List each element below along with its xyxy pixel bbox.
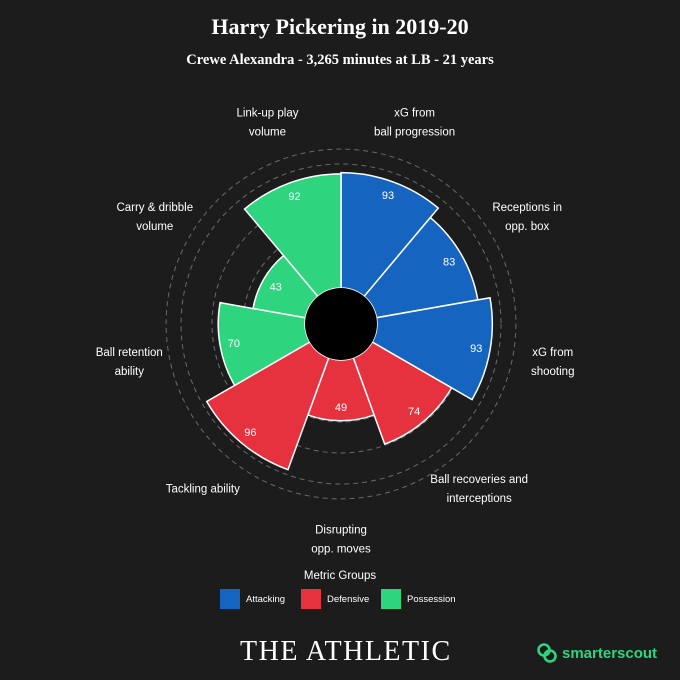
value-label-tackling-ability: 96 <box>244 427 256 439</box>
value-label-receptions-in-opp-box: 83 <box>443 257 455 269</box>
value-label-xg-from-shooting: 93 <box>470 343 482 355</box>
category-label-line: opp. moves <box>311 544 371 556</box>
value-labels: 93 83 93 74 49 96 70 43 92 <box>223 186 487 441</box>
wedges <box>205 171 494 471</box>
value-badge-bg <box>466 339 487 356</box>
grid-ring <box>165 148 517 500</box>
value-badge-xg-from-ball-progression: 93 <box>377 186 398 203</box>
legend-swatch-possession <box>381 589 401 609</box>
value-badge-bg <box>331 398 351 415</box>
category-label-line: interceptions <box>447 493 512 505</box>
legend-label-attacking: Attacking <box>246 593 286 605</box>
category-label-ball-recoveries-and-interceptions: Ball recoveries and interceptions <box>430 474 528 505</box>
category-label-line: Ball retention <box>96 347 163 359</box>
value-badge-receptions-in-opp-box: 83 <box>439 253 460 270</box>
the-athletic-logo: THE ATHLETIC <box>240 636 452 667</box>
value-badge-bg <box>240 424 261 441</box>
value-badge-carry-dribble-volume: 43 <box>265 278 286 295</box>
category-label-line: Disrupting <box>315 525 367 537</box>
category-label-xg-from-shooting: xG from shooting <box>531 347 574 378</box>
legend-label-defensive: Defensive <box>327 593 370 605</box>
legend-swatch-attacking <box>220 589 240 609</box>
category-label-line: Link-up play <box>236 107 298 119</box>
value-label-ball-retention-ability: 70 <box>228 338 240 350</box>
value-badge-bg <box>404 403 425 420</box>
smarterscout-icon <box>537 643 557 663</box>
value-badge-disrupting-opp-moves: 49 <box>331 398 351 415</box>
value-label-disrupting-opp-moves: 49 <box>335 402 347 414</box>
category-labels: xG from ball progression Receptions in opp.… <box>96 107 575 555</box>
legend-item-attacking: Attacking <box>220 588 285 610</box>
value-label-carry-dribble-volume: 43 <box>270 281 282 293</box>
category-label-line: Carry & dribble <box>116 202 193 214</box>
value-label-link-up-play-volume: 92 <box>288 191 300 203</box>
category-label-link-up-play-volume: Link-up play volume <box>236 107 298 138</box>
category-label-line: volume <box>249 126 286 138</box>
value-badge-ball-retention-ability: 70 <box>223 334 244 351</box>
category-label-receptions-in-opp-box: Receptions in opp. box <box>492 202 562 233</box>
chart-title: Harry Pickering in 2019-20 <box>211 14 469 39</box>
category-label-line: Tackling ability <box>166 484 240 496</box>
legend-item-possession: Possession <box>381 588 456 610</box>
category-label-carry-dribble-volume: Carry & dribble volume <box>116 202 193 233</box>
legend-title: Metric Groups <box>303 570 377 582</box>
category-label-line: ability <box>115 366 145 378</box>
value-badge-bg <box>223 334 244 351</box>
value-badge-ball-recoveries-and-interceptions: 74 <box>404 403 425 420</box>
category-label-tackling-ability: Tackling ability <box>166 484 240 496</box>
value-label-xg-from-ball-progression: 93 <box>382 190 394 202</box>
category-label-line: xG from <box>532 347 573 359</box>
value-badge-bg <box>284 188 305 205</box>
value-badge-bg <box>439 253 460 270</box>
value-badge-tackling-ability: 96 <box>240 424 261 441</box>
smarterscout-logo: smarterscout <box>536 640 657 666</box>
grid-ring <box>180 163 502 485</box>
value-badge-xg-from-shooting: 93 <box>466 339 487 356</box>
category-label-line: Ball recoveries and <box>430 474 528 486</box>
center-hole <box>305 288 377 360</box>
value-badge-link-up-play-volume: 92 <box>284 188 305 205</box>
category-label-line: shooting <box>531 366 574 378</box>
value-badge-bg <box>377 186 398 203</box>
legend-item-defensive: Defensive <box>301 588 369 610</box>
chart-subtitle: Crewe Alexandra - 3,265 minutes at LB - … <box>186 52 494 68</box>
legend-swatch-defensive <box>301 589 321 609</box>
legend-label-possession: Possession <box>407 593 456 605</box>
category-label-line: opp. box <box>505 221 549 233</box>
smarterscout-wordmark: smarterscout <box>562 644 658 662</box>
category-label-line: ball progression <box>374 126 455 138</box>
category-label-ball-retention-ability: Ball retention ability <box>96 347 163 378</box>
category-label-line: xG from <box>394 107 435 119</box>
category-label-xg-from-ball-progression: xG from ball progression <box>374 107 455 138</box>
category-label-line: volume <box>136 221 173 233</box>
category-label-disrupting-opp-moves: Disrupting opp. moves <box>311 525 371 556</box>
value-badge-bg <box>265 278 286 295</box>
value-label-ball-recoveries-and-interceptions: 74 <box>408 406 420 418</box>
category-label-line: Receptions in <box>492 202 562 214</box>
